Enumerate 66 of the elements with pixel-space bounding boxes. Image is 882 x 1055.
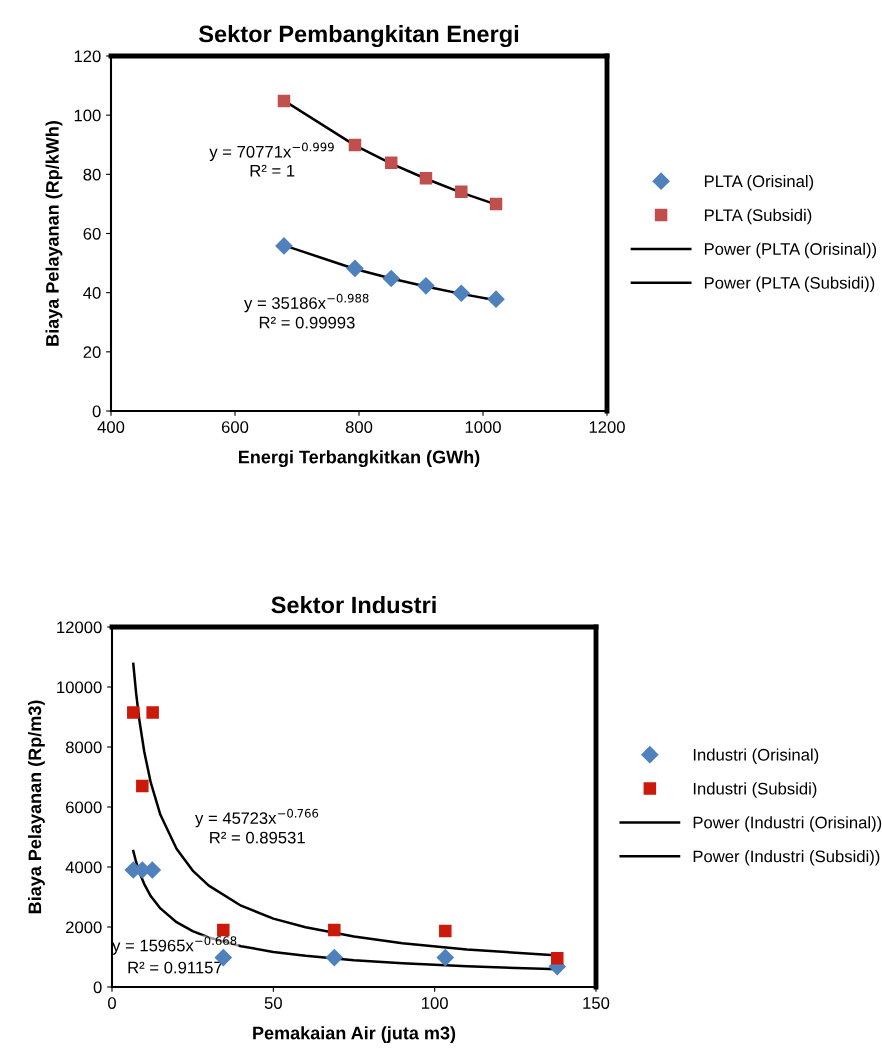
y-tick-label: 8000 <box>65 741 102 754</box>
annotation: y = 15965x$^{−0.668}$ <box>112 936 237 955</box>
point <box>382 269 400 288</box>
y-tick-label: 4000 <box>65 861 102 874</box>
legend-label: Power (Industri (Subsidi)) <box>693 850 880 866</box>
y-tick-label: 6000 <box>66 801 102 814</box>
point <box>417 277 435 295</box>
x-tick-label: 1000 <box>465 421 501 433</box>
point <box>439 924 452 938</box>
point <box>348 138 362 152</box>
x-tick-label: 150 <box>583 997 610 1009</box>
annotation: y = 45723x$^{−0.766}$ <box>195 808 319 828</box>
y-axis-title: Biaya Pelayanan (Rp/m3) <box>27 700 45 914</box>
y-tick-label: 12000 <box>57 621 102 634</box>
point <box>487 290 505 308</box>
y-tick-label: 2000 <box>66 921 102 934</box>
y-tick-label: 0 <box>93 981 102 994</box>
point <box>136 779 149 793</box>
chart-title: Sektor Pembangkitan Energi <box>198 25 519 48</box>
x-tick-label: 100 <box>422 997 448 1009</box>
legend-label: PLTA (Orisinal) <box>704 174 814 191</box>
x-tick-label: 1200 <box>589 421 625 433</box>
x-axis-title: Energi Terbangkitkan (GWh) <box>239 450 480 468</box>
y-tick-label: 10000 <box>57 681 102 694</box>
annotation: y = 70771x$^{−0.999}$ <box>209 142 334 162</box>
chart-title: Sektor Industri <box>271 596 436 614</box>
y-tick-label: 60 <box>83 227 101 240</box>
point <box>217 923 230 937</box>
legend-label: Power (PLTA (Orisinal)) <box>704 242 877 259</box>
legend-label: Power (Industri (Orisinal)) <box>693 816 882 832</box>
point <box>277 94 291 108</box>
point <box>127 706 140 719</box>
x-tick-label: 50 <box>264 997 282 1009</box>
point <box>436 949 454 967</box>
y-tick-label: 100 <box>74 109 101 122</box>
y-tick-label: 40 <box>83 287 101 299</box>
legend-label: Industri (Subsidi) <box>693 782 817 798</box>
legend-label: Industri (Orisinal) <box>693 748 819 764</box>
annotation: R² = 0.89531 <box>210 831 305 844</box>
annotation: R² = 0.99993 <box>259 316 355 329</box>
y-tick-label: 0 <box>92 405 101 418</box>
point <box>346 259 364 277</box>
legend-label: PLTA (Subsidi) <box>704 208 812 225</box>
point <box>455 185 468 199</box>
y-tick-label: 80 <box>83 168 101 181</box>
x-tick-label: 0 <box>108 997 116 1009</box>
point <box>419 171 433 185</box>
x-axis-title: Pemakaian Air (juta m3) <box>253 1026 456 1043</box>
x-tick-label: 600 <box>221 421 249 433</box>
point <box>325 949 343 967</box>
x-tick-label: 400 <box>97 421 125 433</box>
y-tick-label: 120 <box>74 50 101 63</box>
point <box>275 237 293 255</box>
point <box>551 951 564 965</box>
annotation: R² = 1 <box>250 164 295 177</box>
point <box>328 923 341 937</box>
annotation: y = 35186x$^{−0.988}$ <box>244 293 369 313</box>
point <box>489 197 503 211</box>
point <box>146 706 159 719</box>
y-tick-label: 20 <box>83 346 101 359</box>
point <box>384 156 398 170</box>
point <box>452 284 470 302</box>
legend-label: Power (PLTA (Subsidi)) <box>704 276 875 293</box>
x-tick-label: 800 <box>345 421 373 433</box>
annotation: R² = 0.91157 <box>128 961 222 974</box>
y-axis-title: Biaya Pelayanan (Rp/kWh) <box>45 121 63 346</box>
